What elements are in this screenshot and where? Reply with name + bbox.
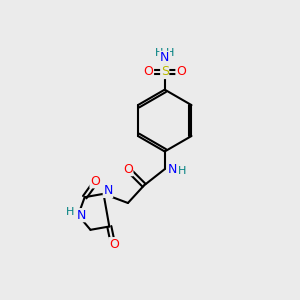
Text: N: N (76, 209, 86, 222)
Text: N: N (167, 163, 177, 176)
Text: H: H (166, 48, 174, 58)
Text: N: N (160, 51, 169, 64)
Text: H: H (178, 167, 186, 176)
Text: O: O (176, 65, 186, 79)
Text: O: O (90, 175, 100, 188)
Text: H: H (66, 207, 74, 217)
Text: O: O (123, 163, 133, 176)
Text: O: O (144, 65, 154, 79)
Text: O: O (109, 238, 119, 251)
Text: H: H (155, 48, 164, 58)
Text: N: N (103, 184, 113, 197)
Text: S: S (161, 65, 169, 79)
